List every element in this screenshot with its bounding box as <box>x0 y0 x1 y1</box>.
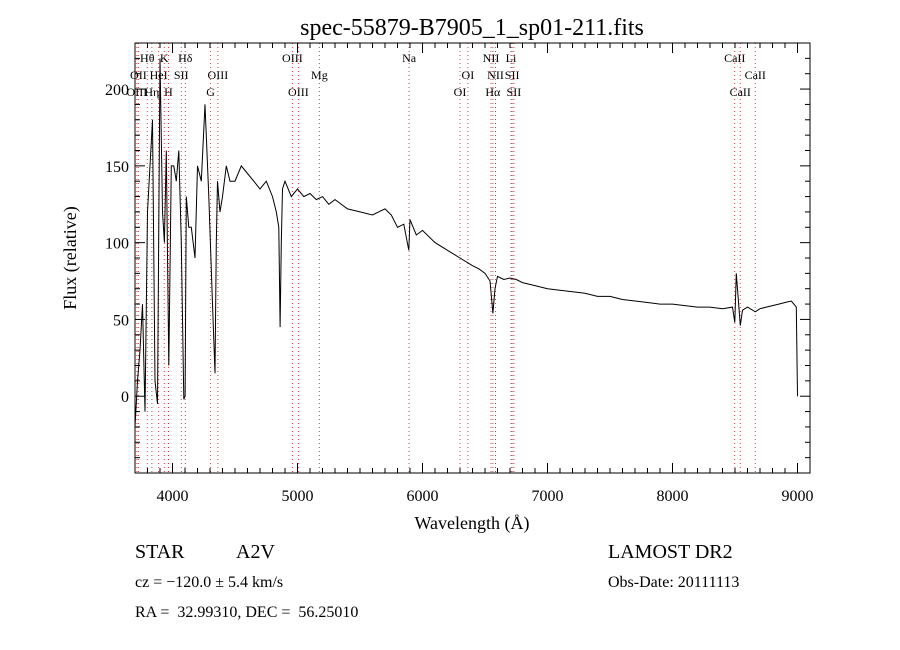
survey-name: LAMOST DR2 <box>608 541 733 563</box>
line-marker-label: SII <box>174 68 189 82</box>
line-marker-label: Hδ <box>178 51 193 65</box>
emission-line-markers <box>136 43 756 473</box>
line-marker-label: SII <box>505 68 520 82</box>
obs-date-text: Obs-Date: 20111113 <box>608 574 740 591</box>
line-marker-label: Hα <box>485 85 501 99</box>
line-marker-label: NII <box>487 68 504 82</box>
line-marker-label: G <box>206 85 215 99</box>
x-axis: 4000 5000 6000 7000 8000 9000 <box>147 43 814 505</box>
y-tick-label: 0 <box>121 389 129 406</box>
line-marker-label: NII <box>483 51 500 65</box>
line-marker-label: CaII <box>724 51 745 65</box>
line-marker-label: OIII <box>127 85 148 99</box>
y-tick-label: 150 <box>105 159 129 176</box>
line-marker-label: CaII <box>730 85 751 99</box>
x-tick-label: 9000 <box>782 488 814 505</box>
line-marker-labels: HθOIIOIIIHηKHeIHSIIHδOIIIGOIIIOIIIMgNaOI… <box>127 51 766 99</box>
y-axis: 0 50 100 150 200 <box>105 57 810 459</box>
object-class: STAR <box>135 541 185 563</box>
line-marker-label: OIII <box>288 85 309 99</box>
line-marker-label: Li <box>506 51 517 65</box>
x-tick-label: 7000 <box>532 488 564 505</box>
line-marker-label: HeI <box>150 68 168 82</box>
line-marker-label: OIII <box>208 68 229 82</box>
x-tick-label: 8000 <box>657 488 689 505</box>
line-marker-label: SII <box>507 85 522 99</box>
spectrum-series-line <box>134 58 798 427</box>
coordinates-text: RA = 32.99310, DEC = 56.25010 <box>135 604 359 621</box>
line-marker-label: CaII <box>745 68 766 82</box>
x-tick-label: 6000 <box>407 488 439 505</box>
plot-frame <box>134 42 811 474</box>
x-axis-label: Wavelength (Å) <box>414 513 529 534</box>
line-marker-label: OII <box>130 68 147 82</box>
spectral-subclass: A2V <box>236 541 275 563</box>
line-marker-label: OI <box>454 85 467 99</box>
line-marker-label: Hη <box>144 85 159 99</box>
line-marker-label: Na <box>402 51 417 65</box>
y-tick-label: 100 <box>105 236 129 253</box>
line-marker-label: H <box>164 85 173 99</box>
line-marker-label: Mg <box>311 68 328 82</box>
chart-title: spec-55879-B7905_1_sp01-211.fits <box>300 15 644 41</box>
line-marker-label: OIII <box>282 51 303 65</box>
line-marker-label: OI <box>462 68 475 82</box>
y-tick-label: 200 <box>105 82 129 99</box>
y-axis-label: Flux (relative) <box>60 206 81 309</box>
redshift-text: cz = −120.0 ± 5.4 km/s <box>135 574 284 591</box>
x-tick-label: 5000 <box>282 488 314 505</box>
x-tick-label: 4000 <box>157 488 189 505</box>
y-tick-label: 50 <box>113 312 129 329</box>
line-marker-label: Hθ <box>140 51 155 65</box>
line-marker-label: K <box>160 51 169 65</box>
